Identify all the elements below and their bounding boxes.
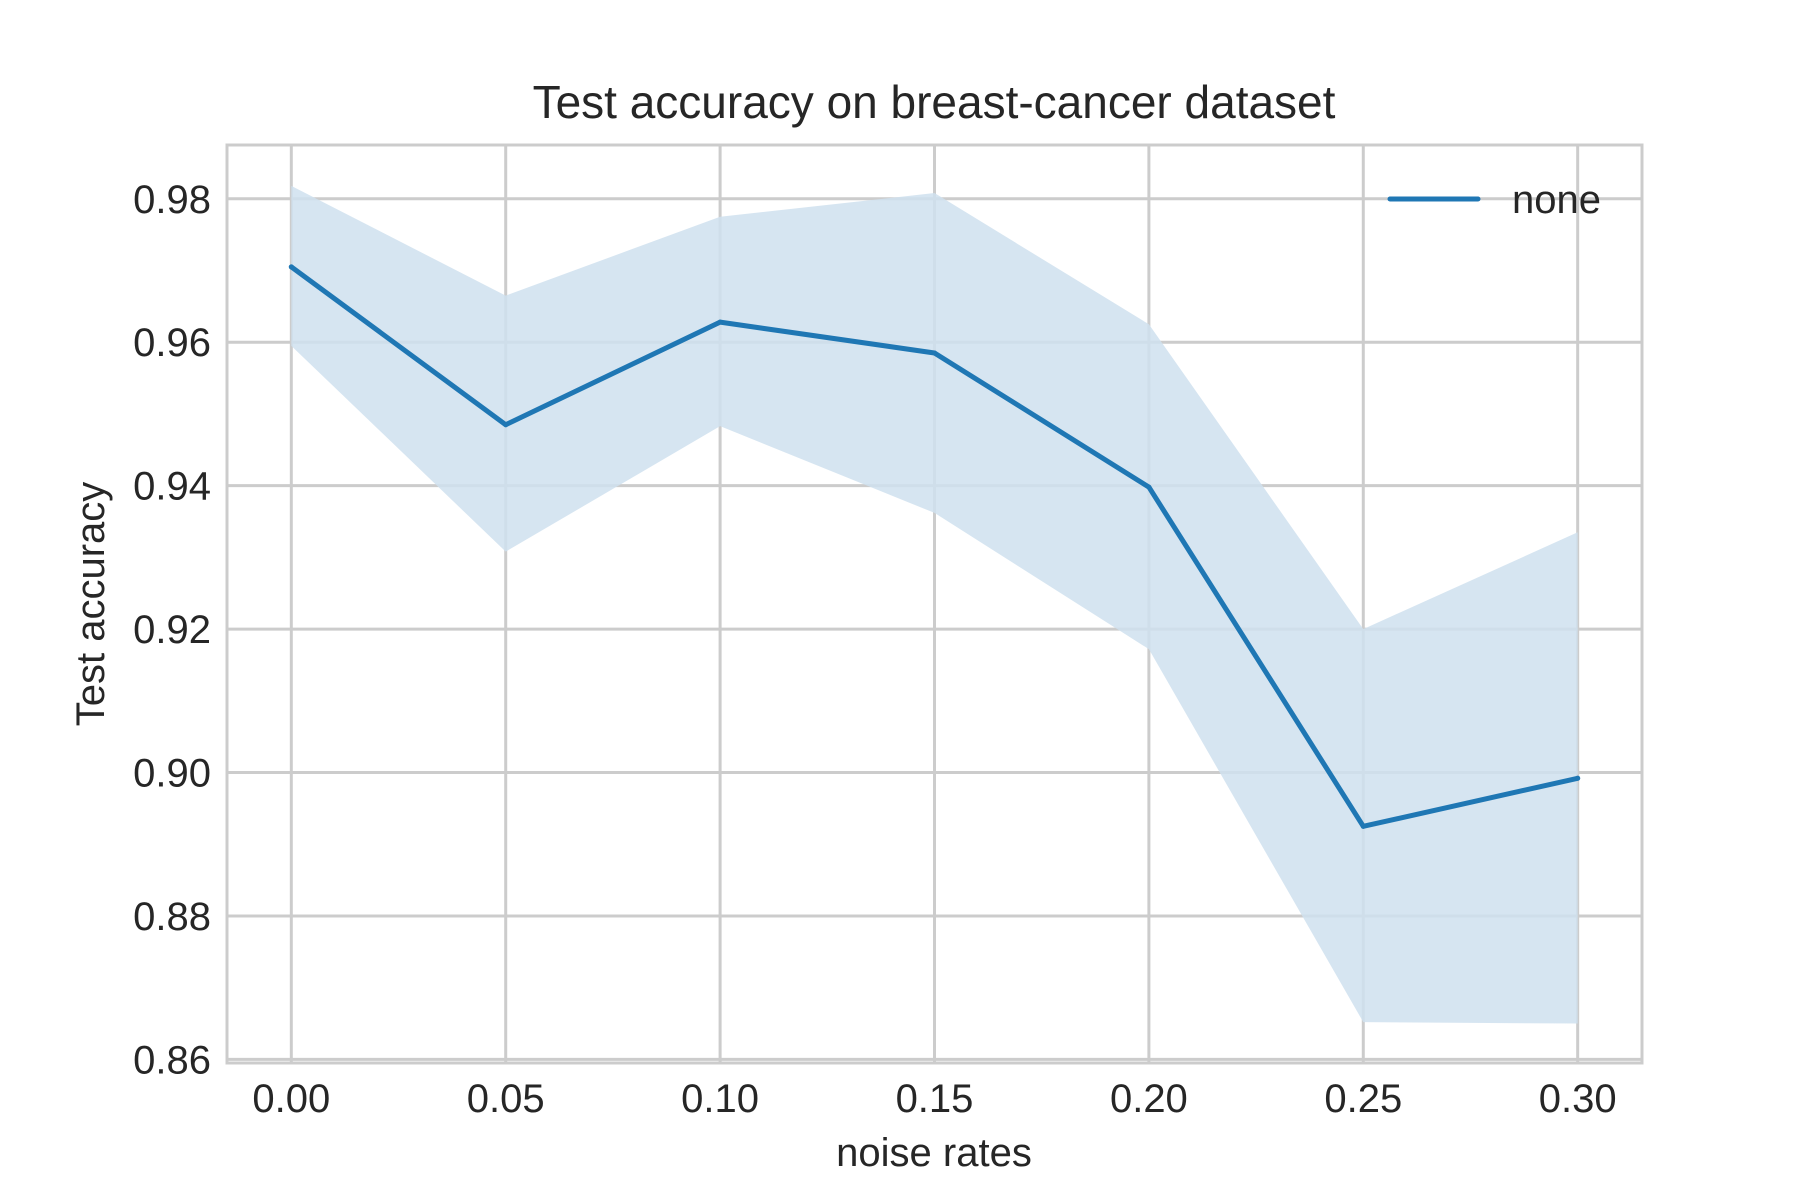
chart-title: Test accuracy on breast-cancer dataset — [533, 76, 1336, 128]
legend-label: none — [1512, 178, 1601, 222]
x-tick-label: 0.00 — [252, 1077, 330, 1121]
x-tick-label: 0.30 — [1539, 1077, 1617, 1121]
x-axis-label: noise rates — [836, 1131, 1032, 1175]
y-axis-label: Test accuracy — [69, 482, 113, 727]
y-tick-label: 0.88 — [133, 895, 211, 939]
series-line-layer — [288, 264, 1581, 829]
plot-frame — [225, 143, 1644, 1065]
y-tick-labels: 0.86 0.88 0.90 0.92 0.94 0.96 0.98 — [133, 178, 211, 1083]
x-tick-label: 0.10 — [681, 1077, 759, 1121]
data-point — [1146, 484, 1152, 490]
y-tick-label: 0.96 — [133, 321, 211, 365]
y-tick-label: 0.92 — [133, 608, 211, 652]
data-point — [717, 319, 723, 325]
confidence-band-layer — [291, 185, 1578, 1024]
confidence-band — [291, 185, 1578, 1024]
x-tick-label: 0.05 — [467, 1077, 545, 1121]
x-tick-label: 0.15 — [896, 1077, 974, 1121]
data-point — [1360, 823, 1366, 829]
legend: none — [1387, 178, 1601, 222]
data-point — [932, 350, 937, 356]
x-tick-label: 0.20 — [1110, 1077, 1188, 1121]
x-tick-labels: 0.00 0.05 0.10 0.15 0.20 0.25 0.30 — [252, 1077, 1616, 1121]
data-point — [1575, 775, 1581, 781]
y-tick-label: 0.98 — [133, 178, 211, 222]
data-point — [503, 422, 509, 428]
y-tick-label: 0.90 — [133, 752, 211, 796]
x-tick-label: 0.25 — [1324, 1077, 1402, 1121]
y-tick-label: 0.94 — [133, 465, 211, 509]
y-tick-label: 0.86 — [133, 1038, 211, 1082]
data-point — [288, 264, 294, 270]
